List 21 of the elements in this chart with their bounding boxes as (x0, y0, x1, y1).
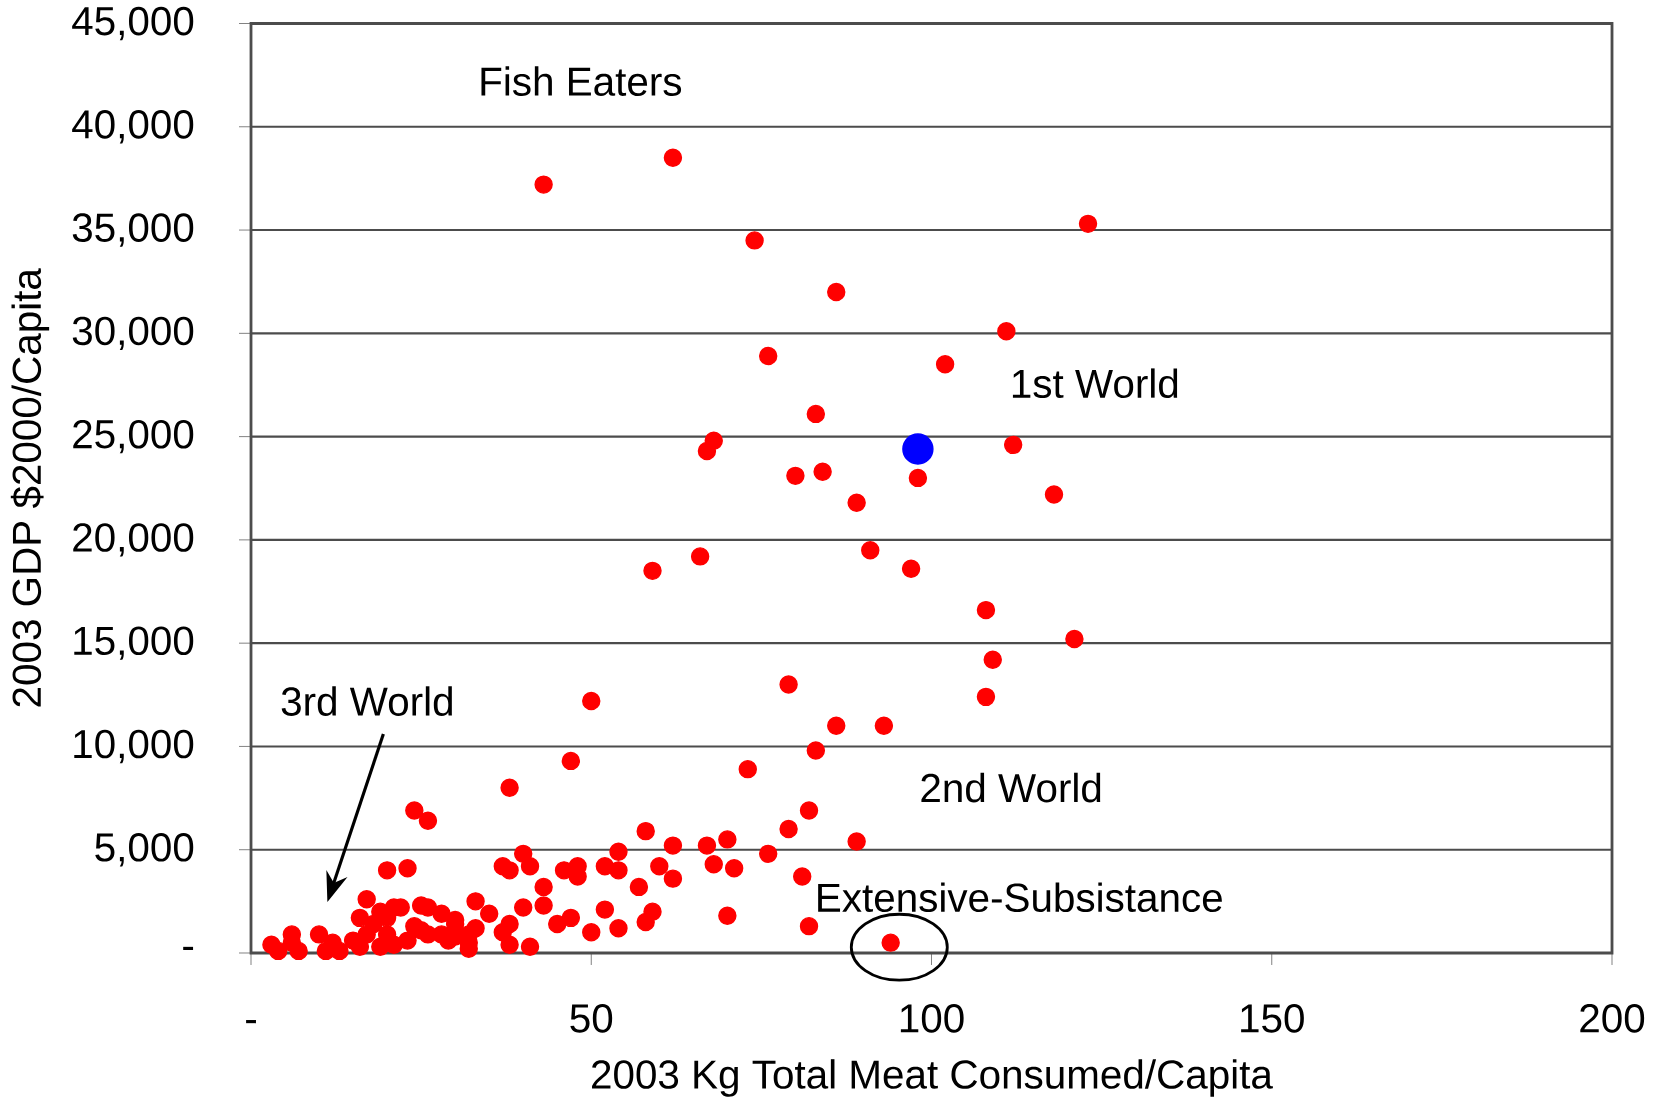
annotation: 2nd World (921, 772, 1101, 803)
y-tick-label: 20,000 (73, 523, 194, 557)
y-tick-label: 10,000 (74, 729, 194, 764)
annotation: Extensive-Subsistance (818, 882, 1222, 913)
y-tick-label: 15,000 (74, 626, 194, 660)
annotation: Fish Eaters (481, 66, 682, 96)
y-tick-label: 35,000 (72, 213, 194, 247)
y-axis-title: 2003 GDP $2000/Capita (10, 268, 50, 707)
x-axis-title: 2003 Kg Total Meat Consumed/Capita (592, 1059, 1273, 1097)
annotation: 3rd World (281, 686, 452, 716)
y-tick-label: - (183, 946, 194, 950)
x-tick-label: 150 (1241, 1004, 1304, 1033)
y-tick-label: 25,000 (73, 419, 194, 454)
annotation: 1st World (1012, 368, 1178, 399)
y-tick-label: 30,000 (72, 316, 194, 351)
x-tick-label: 200 (1580, 1004, 1645, 1033)
x-tick-label: 100 (900, 1004, 964, 1033)
x-tick-label: 50 (570, 1004, 613, 1033)
y-tick-label: 40,000 (72, 110, 194, 144)
y-tick-label: 45,000 (72, 6, 194, 41)
y-tick-label: 5,000 (95, 833, 194, 867)
